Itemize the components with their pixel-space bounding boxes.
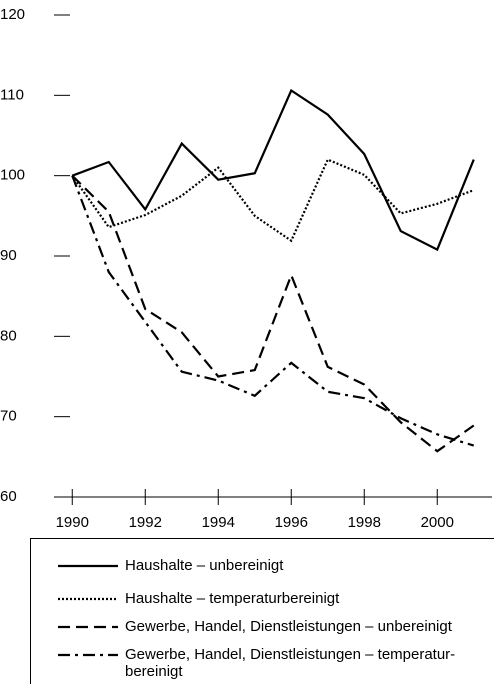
y-tick-label: 80 <box>0 327 17 344</box>
y-tick-label: 70 <box>0 408 17 425</box>
y-tick-label: 90 <box>0 247 17 264</box>
x-tick-label: 1992 <box>129 514 162 531</box>
legend-label: Gewerbe, Handel, Dienstleistungen – unbe… <box>125 618 452 635</box>
series-line <box>71 175 475 447</box>
y-tick-label: 60 <box>0 488 17 505</box>
x-tick-label: 1990 <box>56 514 89 531</box>
series-line <box>71 88 475 252</box>
x-tick-label: 2000 <box>421 514 454 531</box>
x-tick-label: 1994 <box>202 514 235 531</box>
legend-label: Gewerbe, Handel, Dienstleistungen – temp… <box>125 646 456 680</box>
series-line <box>71 174 475 453</box>
legend-label: Haushalte – unbereinigt <box>125 557 284 574</box>
y-tick-label: 110 <box>0 86 24 103</box>
x-tick-label: 1998 <box>348 514 381 531</box>
legend-label: Haushalte – temperaturbereinigt <box>125 590 340 607</box>
y-tick-label: 100 <box>0 167 25 184</box>
x-tick-label: 1996 <box>275 514 308 531</box>
series-line <box>71 158 475 243</box>
y-tick-label: 120 <box>0 6 25 23</box>
legend-box <box>30 538 494 684</box>
